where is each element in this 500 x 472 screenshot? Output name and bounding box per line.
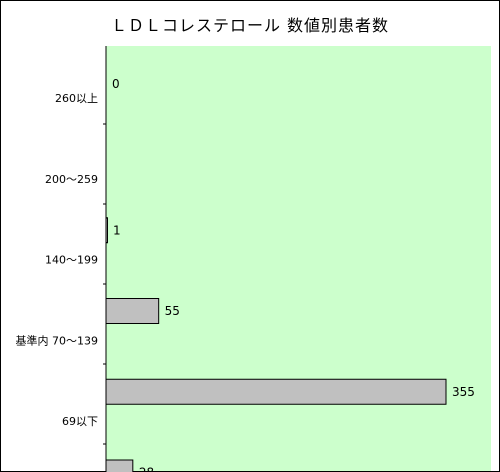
value-label: 0 — [112, 77, 120, 91]
category-label: 基準内 70～139 — [16, 333, 99, 347]
category-label: 69以下 — [62, 415, 98, 428]
value-label: 28 — [139, 466, 154, 472]
category-labels: 260以上 200～259 140～199 基準内 70～139 69以下 — [16, 92, 99, 428]
value-label: 55 — [165, 304, 180, 318]
y-axis-ticks — [103, 123, 106, 445]
bars — [105, 217, 447, 472]
bar-1 — [105, 217, 108, 244]
bar-2 — [105, 298, 160, 324]
value-label: 1 — [113, 223, 121, 237]
bar-3 — [105, 378, 447, 405]
plot-area — [106, 46, 491, 471]
category-label: 200～259 — [45, 173, 98, 186]
category-label: 260以上 — [55, 92, 98, 105]
chart-title: ＬＤＬコレステロール 数値別患者数 — [110, 16, 390, 35]
value-label: 355 — [452, 385, 475, 399]
category-label: 140～199 — [45, 254, 98, 267]
bar-4 — [105, 459, 134, 472]
value-labels: 0 1 55 355 28 — [112, 77, 475, 472]
